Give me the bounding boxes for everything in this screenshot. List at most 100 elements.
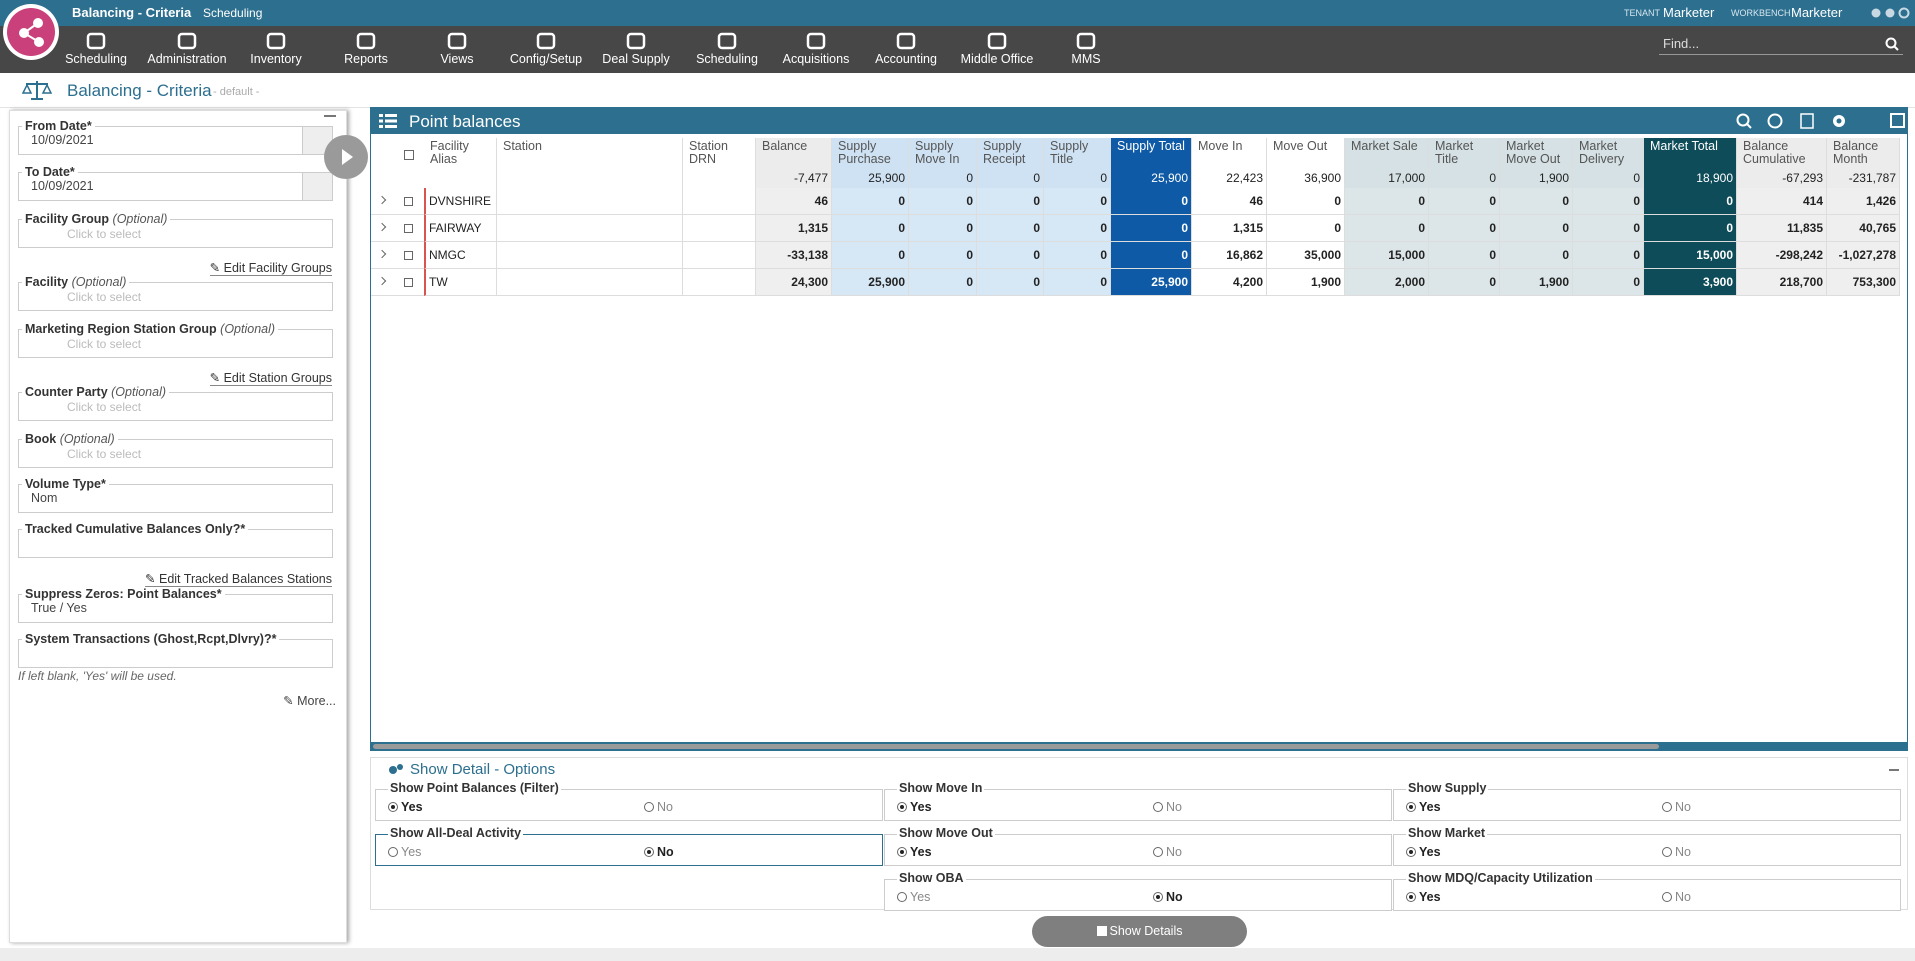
radio-no[interactable]: No	[1153, 845, 1182, 859]
radio-yes[interactable]: Yes	[897, 890, 930, 904]
row-checkbox[interactable]	[404, 224, 413, 233]
grid-cell: 0	[909, 188, 977, 215]
radio-no[interactable]: No	[1662, 890, 1691, 904]
scrollbar-thumb[interactable]	[373, 744, 1659, 749]
nav-icon	[536, 32, 556, 50]
options-collapse[interactable]	[1889, 769, 1899, 771]
grid-cell: 0	[909, 242, 977, 269]
nav-item[interactable]: MMS	[1041, 26, 1131, 73]
radio-no[interactable]: No	[1153, 800, 1182, 814]
list-icon[interactable]	[379, 114, 397, 128]
edit-link[interactable]: ✎ Edit Facility Groups	[209, 261, 332, 276]
edit-link[interactable]: ✎ Edit Station Groups	[209, 371, 332, 386]
column-header[interactable]: Supply Title 0	[1044, 138, 1111, 188]
column-header[interactable]: Market Title 0	[1429, 138, 1500, 188]
field-label: Suppress Zeros: Point Balances*	[22, 587, 225, 601]
grid-cell: 2,000	[1345, 269, 1429, 296]
criteria-note: If left blank, 'Yes' will be used.	[18, 669, 177, 683]
radio-no[interactable]: No	[1662, 845, 1691, 859]
column-header[interactable]: Market Total 18,900	[1644, 138, 1737, 188]
show-details-button[interactable]: Show Details	[1032, 916, 1247, 947]
column-header[interactable]: Market Move Out 1,900	[1500, 138, 1573, 188]
nav-icon	[86, 32, 106, 50]
collapse-button[interactable]	[324, 115, 336, 117]
column-header[interactable]: Balance Cumulative -67,293	[1737, 138, 1827, 188]
radio-yes[interactable]: Yes	[1406, 800, 1441, 814]
column-header[interactable]: Supply Move In 0	[909, 138, 977, 188]
nav-item[interactable]: Reports	[321, 26, 411, 73]
row-checkbox[interactable]	[404, 251, 413, 260]
column-total: 22,423	[1226, 171, 1263, 185]
radio-label: No	[1166, 890, 1183, 904]
radio-yes[interactable]: Yes	[1406, 890, 1441, 904]
field-box[interactable]: Click to select	[18, 439, 333, 468]
tenant[interactable]: Marketer	[1663, 5, 1715, 20]
row-checkbox[interactable]	[404, 197, 413, 206]
calendar-button[interactable]	[302, 173, 332, 200]
row-checkbox[interactable]	[404, 278, 413, 287]
radio-no[interactable]: No	[644, 800, 673, 814]
option-label: Show Move In	[897, 781, 985, 795]
grid-toolbar[interactable]	[1735, 112, 1905, 130]
radio-no[interactable]: No	[1153, 890, 1183, 904]
nav-item[interactable]: Inventory	[231, 26, 321, 73]
column-label: Station	[503, 139, 542, 153]
edit-link[interactable]: ✎ Edit Tracked Balances Stations	[145, 572, 332, 587]
grid-cell: 3,900	[1644, 269, 1737, 296]
nav-item[interactable]: Middle Office	[952, 26, 1042, 73]
grid-cell: 1,315	[756, 215, 832, 242]
column-header[interactable]: Market Sale 17,000	[1345, 138, 1429, 188]
nav-item[interactable]: Scheduling	[51, 26, 141, 73]
column-header[interactable]: Station	[497, 138, 683, 188]
column-total: 25,900	[868, 171, 905, 185]
nav-item[interactable]: Accounting	[861, 26, 951, 73]
radio-yes[interactable]: Yes	[388, 800, 423, 814]
run-button[interactable]	[323, 134, 369, 180]
grid-cell: 0	[1500, 188, 1573, 215]
column-total: 18,900	[1696, 171, 1733, 185]
workbench[interactable]: Marketer	[1791, 5, 1843, 20]
grid-cell: 0	[909, 215, 977, 242]
column-header[interactable]: Balance -7,477	[756, 138, 832, 188]
field-box[interactable]: Click to select	[18, 392, 333, 421]
radio-label: No	[1675, 800, 1691, 814]
header-checkbox[interactable]	[404, 150, 414, 160]
facility-alias: DVNSHIRE	[424, 188, 497, 215]
nav-bar: Find... Scheduling Administration Inventor…	[0, 26, 1915, 73]
nav-item[interactable]: Config/Setup	[501, 26, 591, 73]
header-icons[interactable]	[1870, 6, 1912, 20]
column-header[interactable]: Balance Month -231,787	[1827, 138, 1900, 188]
column-header[interactable]: Market Delivery 0	[1573, 138, 1644, 188]
column-header[interactable]: Supply Purchase 25,900	[832, 138, 909, 188]
radio-yes[interactable]: Yes	[897, 800, 932, 814]
nav-item[interactable]: Scheduling	[682, 26, 772, 73]
nav-label: Views	[440, 52, 474, 66]
find-box[interactable]: Find...	[1659, 33, 1903, 55]
radio-yes[interactable]: Yes	[1406, 845, 1441, 859]
nav-item[interactable]: Acquisitions	[771, 26, 861, 73]
field-box[interactable]: Click to select	[18, 219, 333, 248]
radio-yes[interactable]: Yes	[897, 845, 932, 859]
radio-no[interactable]: No	[1662, 800, 1691, 814]
radio-no[interactable]: No	[644, 845, 674, 859]
field-hint: (Optional)	[220, 322, 276, 336]
column-header[interactable]: Supply Receipt 0	[977, 138, 1044, 188]
column-header[interactable]: Facility Alias	[424, 138, 497, 188]
nav-item[interactable]: Views	[412, 26, 502, 73]
column-header[interactable]: Supply Total 25,900	[1111, 138, 1192, 188]
nav-icon	[896, 32, 916, 50]
column-header[interactable]: Move Out 36,900	[1267, 138, 1345, 188]
column-total: -7,477	[793, 171, 828, 185]
more-link[interactable]: ✎ More...	[283, 694, 336, 708]
option-group: Show Supply Yes No	[1393, 781, 1901, 821]
nav-item[interactable]: Administration	[142, 26, 232, 73]
nav-item[interactable]: Deal Supply	[591, 26, 681, 73]
show-details-label: Show Details	[1109, 924, 1183, 938]
field-box[interactable]: 10/09/2021	[18, 172, 333, 201]
radio-dot	[1406, 802, 1416, 812]
logo[interactable]	[2, 3, 60, 61]
column-header[interactable]: Move In 22,423	[1192, 138, 1267, 188]
empty-cell	[497, 269, 683, 296]
column-header[interactable]: Station DRN	[683, 138, 756, 188]
radio-yes[interactable]: Yes	[388, 845, 421, 859]
